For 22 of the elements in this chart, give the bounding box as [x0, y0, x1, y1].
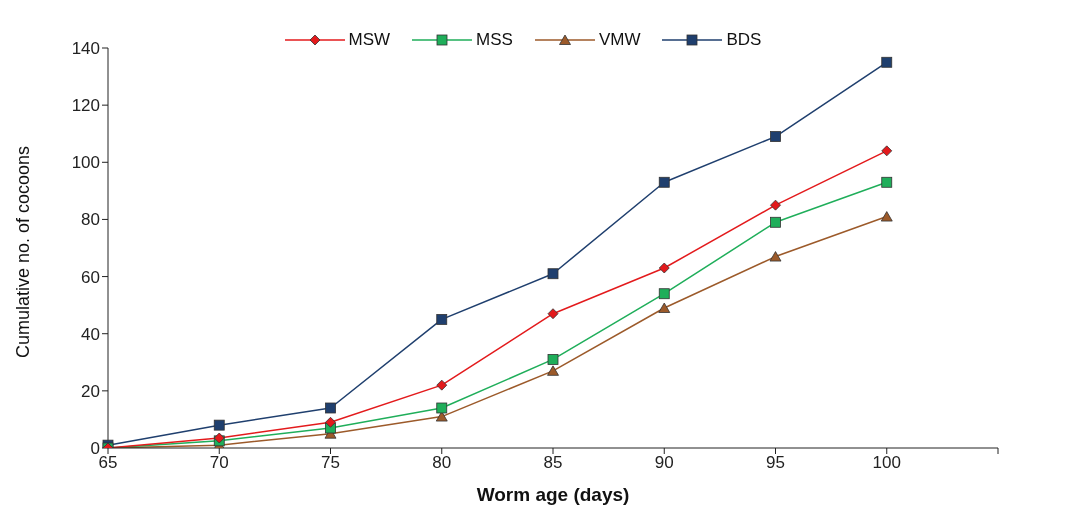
y-tick-label: 80 — [81, 210, 100, 230]
x-tick-label: 75 — [321, 453, 340, 473]
y-tick-label: 140 — [71, 39, 100, 59]
y-tick-label: 0 — [90, 439, 100, 459]
x-tick-label: 100 — [872, 453, 901, 473]
x-tick-label: 95 — [766, 453, 785, 473]
y-axis-title: Cumulative no. of cocoons — [13, 145, 34, 358]
x-tick-label: 65 — [98, 453, 118, 473]
legend-label: MSS — [476, 30, 513, 50]
y-tick-label: 20 — [81, 381, 100, 401]
x-tick-label: 90 — [654, 453, 674, 473]
x-tick-label: 85 — [543, 453, 563, 473]
legend-label: VMW — [598, 30, 641, 50]
y-tick-label: 40 — [81, 324, 100, 344]
y-tick-label: 100 — [71, 153, 100, 173]
y-tick-label: 60 — [81, 267, 100, 287]
x-axis-title: Worm age (days) — [476, 484, 630, 506]
y-tick-label: 120 — [71, 96, 100, 116]
legend-label: MSW — [348, 30, 391, 50]
x-tick-label: 80 — [432, 453, 452, 473]
legend-label: BDS — [726, 30, 762, 50]
x-tick-label: 70 — [209, 453, 229, 473]
